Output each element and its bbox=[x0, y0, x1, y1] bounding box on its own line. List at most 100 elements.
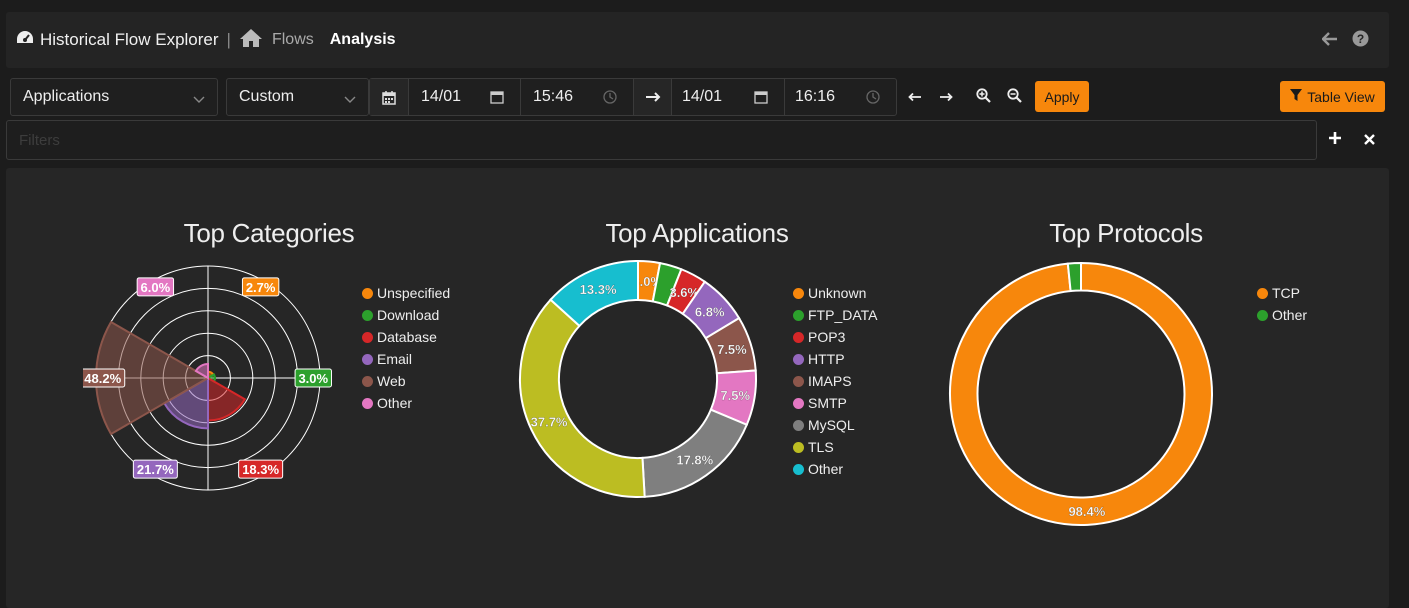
doughnut-data-label: 3.6% bbox=[669, 285, 699, 300]
filters-bar bbox=[6, 120, 1317, 160]
applications-legend: Unknown FTP_DATA POP3 HTTP IMAPS SMTP MySQL TLS… bbox=[793, 282, 878, 480]
svg-text:?: ? bbox=[1357, 32, 1364, 46]
legend-swatch bbox=[793, 441, 804, 453]
protocols-legend: TCP Other bbox=[1257, 282, 1307, 326]
page-header: Historical Flow Explorer | Flows Analysi… bbox=[6, 12, 1389, 68]
chevron-down-icon bbox=[193, 91, 205, 109]
categories-polar-chart: 2.7% 3.0% 18.3% 21.7% 48.2% 6.0% bbox=[83, 265, 332, 491]
filter-icon bbox=[1290, 88, 1303, 105]
polar-data-label: 3.0% bbox=[298, 371, 328, 386]
apply-button[interactable]: Apply bbox=[1035, 81, 1089, 112]
legend-item-tls[interactable]: TLS bbox=[793, 436, 878, 458]
date-picker-icon[interactable] bbox=[490, 90, 504, 109]
doughnut-slice-other bbox=[1066, 261, 1082, 293]
polar-label-box bbox=[241, 277, 280, 297]
polar-data-label: 2.7% bbox=[246, 280, 276, 295]
doughnut-data-label: 6.8% bbox=[695, 304, 725, 319]
filters-input[interactable] bbox=[7, 121, 1316, 159]
clock-icon[interactable] bbox=[603, 90, 617, 109]
legend-item-unknown[interactable]: Unknown bbox=[793, 282, 878, 304]
app-title-label: Historical Flow Explorer bbox=[40, 30, 219, 49]
calendar-icon bbox=[370, 79, 409, 115]
chart-title-applications: Top Applications bbox=[605, 218, 789, 248]
date-range-group: 14/01 15:46 14/01 16:16 bbox=[369, 78, 897, 116]
polar-slice-email bbox=[162, 376, 209, 430]
add-filter-icon[interactable] bbox=[1328, 131, 1342, 150]
legend-swatch bbox=[362, 397, 373, 409]
legend-label: Other bbox=[808, 461, 844, 477]
legend-item-mysql[interactable]: MySQL bbox=[793, 414, 878, 436]
legend-item-pop3[interactable]: POP3 bbox=[793, 326, 878, 348]
polar-label-box bbox=[136, 277, 175, 297]
view-select[interactable]: Applications bbox=[10, 78, 218, 116]
legend-item-download[interactable]: Download bbox=[362, 304, 450, 326]
home-icon[interactable] bbox=[239, 28, 263, 53]
range-select[interactable]: Custom bbox=[226, 78, 369, 116]
legend-label: Email bbox=[377, 351, 413, 367]
legend-swatch bbox=[793, 419, 804, 431]
apply-button-label: Apply bbox=[1044, 88, 1080, 105]
polar-label-box bbox=[83, 368, 126, 388]
chart-title-protocols: Top Protocols bbox=[1049, 218, 1203, 248]
legend-swatch bbox=[793, 287, 804, 299]
legend-item-tcp[interactable]: TCP bbox=[1257, 282, 1307, 304]
filter-actions bbox=[1328, 131, 1375, 150]
clock-icon[interactable] bbox=[866, 90, 880, 109]
chevron-down-icon bbox=[344, 91, 356, 109]
legend-swatch bbox=[793, 463, 804, 475]
chart-title-categories: Top Categories bbox=[183, 218, 355, 248]
arrow-right-icon[interactable] bbox=[939, 89, 953, 107]
app-title[interactable]: Historical Flow Explorer bbox=[15, 29, 219, 52]
view-select-value: Applications bbox=[23, 88, 110, 105]
charts-panel: Top Categories 2.7% 3.0% 18.3% 21.7% 48.2% 6.… bbox=[6, 168, 1389, 608]
legend-item-other[interactable]: Other bbox=[1257, 304, 1307, 326]
legend-item-http[interactable]: HTTP bbox=[793, 348, 878, 370]
legend-swatch bbox=[793, 331, 804, 343]
legend-label: Other bbox=[377, 395, 413, 411]
legend-item-unspecified[interactable]: Unspecified bbox=[362, 282, 450, 304]
polar-data-label: 18.3% bbox=[242, 462, 279, 477]
from-time-input[interactable]: 15:46 bbox=[521, 79, 634, 115]
to-date-input[interactable]: 14/01 bbox=[672, 79, 785, 115]
doughnut-data-label: 7.5% bbox=[717, 342, 747, 357]
toolbar: Applications Custom 14/01 15:46 14/01 16… bbox=[10, 78, 1390, 116]
breadcrumb-analysis: Analysis bbox=[329, 31, 396, 48]
zoom-in-icon[interactable] bbox=[976, 88, 991, 108]
legend-swatch bbox=[362, 309, 373, 321]
date-picker-icon[interactable] bbox=[754, 90, 768, 109]
to-time-value: 16:16 bbox=[795, 88, 836, 105]
from-date-input[interactable]: 14/01 bbox=[409, 79, 521, 115]
table-view-button[interactable]: Table View bbox=[1280, 81, 1385, 112]
polar-label-box bbox=[238, 459, 284, 479]
help-icon[interactable]: ? bbox=[1352, 30, 1369, 52]
clear-filters-icon[interactable] bbox=[1364, 132, 1375, 150]
legend-item-ftp-data[interactable]: FTP_DATA bbox=[793, 304, 878, 326]
legend-swatch bbox=[362, 331, 373, 343]
breadcrumb-flows[interactable]: Flows bbox=[271, 31, 314, 48]
legend-item-database[interactable]: Database bbox=[362, 326, 450, 348]
legend-item-web[interactable]: Web bbox=[362, 370, 450, 392]
legend-label: Database bbox=[377, 329, 437, 345]
legend-label: Web bbox=[377, 373, 406, 389]
legend-swatch bbox=[793, 397, 804, 409]
zoom-group bbox=[976, 88, 1022, 108]
from-time-value: 15:46 bbox=[533, 88, 574, 105]
to-time-input[interactable]: 16:16 bbox=[785, 79, 896, 115]
legend-item-other[interactable]: Other bbox=[793, 458, 878, 480]
legend-item-smtp[interactable]: SMTP bbox=[793, 392, 878, 414]
legend-label: FTP_DATA bbox=[808, 307, 878, 323]
title-separator: | bbox=[226, 30, 231, 49]
legend-label: Unknown bbox=[808, 285, 867, 301]
legend-label: HTTP bbox=[808, 351, 845, 367]
doughnut-data-label: 37.7% bbox=[531, 414, 568, 429]
back-arrow-icon[interactable] bbox=[1321, 31, 1338, 51]
polar-data-label: 21.7% bbox=[137, 462, 174, 477]
to-date-value: 14/01 bbox=[682, 88, 723, 105]
legend-item-other[interactable]: Other bbox=[362, 392, 450, 414]
legend-item-email[interactable]: Email bbox=[362, 348, 450, 370]
arrow-left-icon[interactable] bbox=[908, 89, 922, 107]
zoom-out-icon[interactable] bbox=[1007, 88, 1022, 108]
legend-swatch bbox=[793, 375, 804, 387]
legend-swatch bbox=[362, 375, 373, 387]
legend-item-imaps[interactable]: IMAPS bbox=[793, 370, 878, 392]
